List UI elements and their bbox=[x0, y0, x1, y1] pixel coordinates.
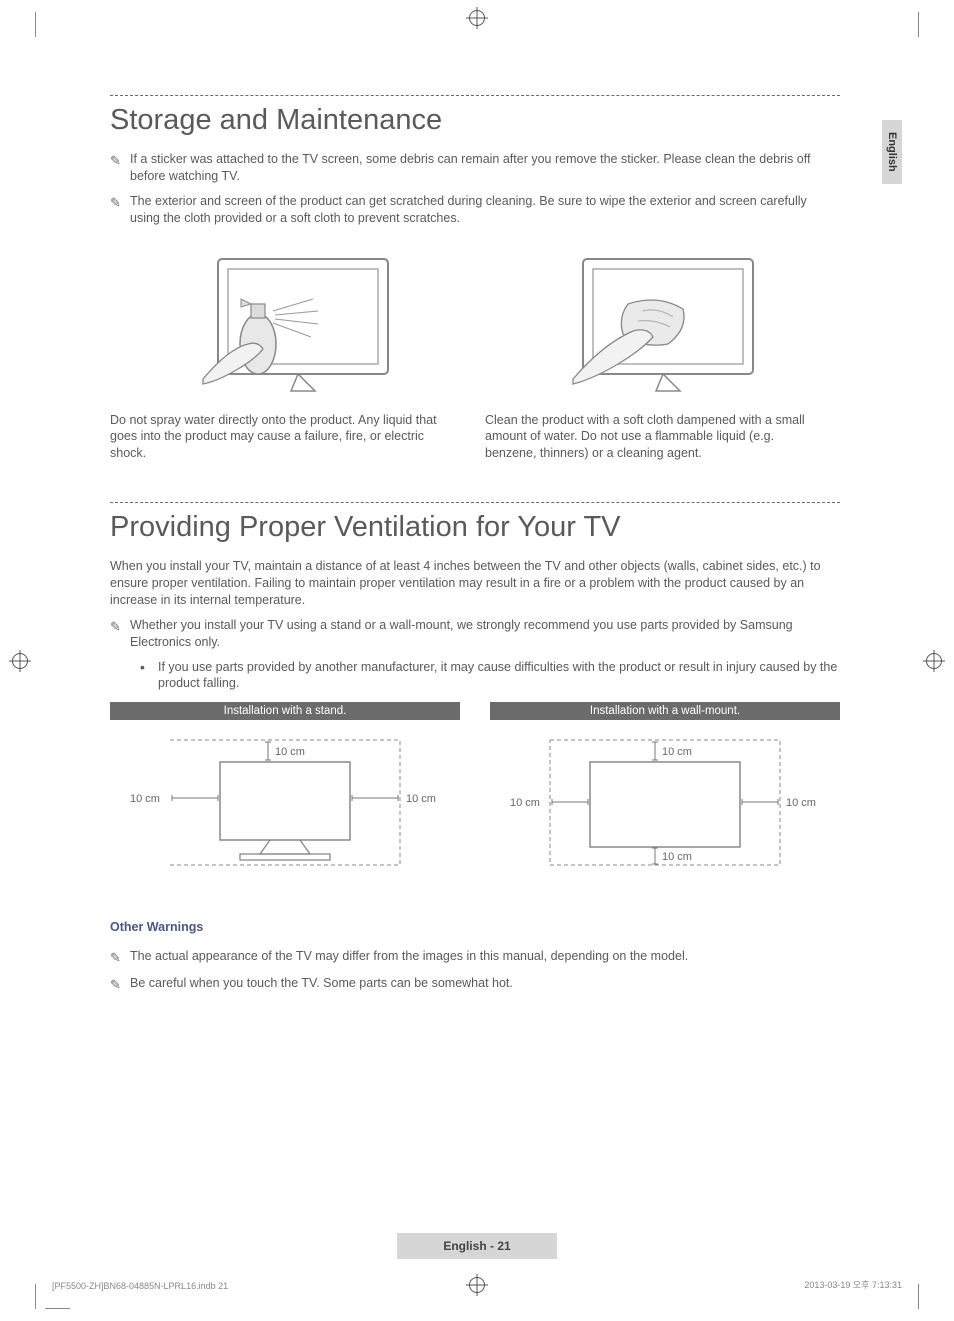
section-title-storage: Storage and Maintenance bbox=[110, 104, 840, 137]
section-divider bbox=[110, 95, 840, 96]
note-text: If a sticker was attached to the TV scre… bbox=[130, 151, 840, 185]
note-icon: ✎ bbox=[110, 151, 130, 185]
install-wall-header: Installation with a wall-mount. bbox=[490, 702, 840, 720]
svg-text:10 cm: 10 cm bbox=[662, 746, 692, 758]
note-item: ✎ Whether you install your TV using a st… bbox=[110, 617, 840, 651]
installation-row: Installation with a stand. 10 cm bbox=[110, 702, 840, 880]
install-stand: Installation with a stand. 10 cm bbox=[110, 702, 460, 880]
install-wall: Installation with a wall-mount. 10 cm 10… bbox=[490, 702, 840, 880]
crop-mark bbox=[879, 12, 919, 52]
svg-text:10 cm: 10 cm bbox=[510, 797, 540, 809]
print-meta-file: [PF5500-ZH]BN68-04885N-LPRL16.indb 21 bbox=[52, 1281, 228, 1291]
install-stand-diagram: 10 cm 10 cm 10 cm bbox=[110, 720, 460, 880]
svg-text:10 cm: 10 cm bbox=[786, 797, 816, 809]
caption-row: Do not spray water directly onto the pro… bbox=[110, 412, 840, 463]
registration-mark-right bbox=[926, 653, 942, 669]
install-stand-header: Installation with a stand. bbox=[110, 702, 460, 720]
illustration-spray bbox=[123, 249, 463, 404]
language-tab: English bbox=[882, 120, 902, 184]
note-icon: ✎ bbox=[110, 193, 130, 227]
section-title-ventilation: Providing Proper Ventilation for Your TV bbox=[110, 511, 840, 544]
crop-mark bbox=[35, 12, 75, 52]
caption-spray: Do not spray water directly onto the pro… bbox=[110, 412, 475, 463]
ventilation-intro: When you install your TV, maintain a dis… bbox=[110, 558, 840, 609]
section-divider bbox=[110, 502, 840, 503]
tv-spray-svg bbox=[183, 249, 403, 404]
registration-mark-bottom bbox=[469, 1277, 485, 1293]
print-meta-timestamp: 2013-03-19 오후 7:13:31 bbox=[804, 1278, 902, 1291]
illustration-cloth bbox=[488, 249, 828, 404]
caption-cloth: Clean the product with a soft cloth damp… bbox=[475, 412, 840, 463]
other-warnings-heading: Other Warnings bbox=[110, 920, 840, 934]
note-item: ✎ The actual appearance of the TV may di… bbox=[110, 948, 840, 967]
page-body: Storage and Maintenance ✎ If a sticker w… bbox=[110, 95, 840, 1001]
note-text: Be careful when you touch the TV. Some p… bbox=[130, 975, 840, 994]
registration-mark-left bbox=[12, 653, 28, 669]
note-icon: ✎ bbox=[110, 948, 130, 967]
note-text: The exterior and screen of the product c… bbox=[130, 193, 840, 227]
note-icon: ✎ bbox=[110, 975, 130, 994]
registration-mark-top bbox=[469, 10, 485, 26]
svg-text:10 cm: 10 cm bbox=[662, 851, 692, 863]
note-item: ✎ The exterior and screen of the product… bbox=[110, 193, 840, 227]
note-text: The actual appearance of the TV may diff… bbox=[130, 948, 840, 967]
note-item: ✎ If a sticker was attached to the TV sc… bbox=[110, 151, 840, 185]
bullet-item: • If you use parts provided by another m… bbox=[110, 659, 840, 693]
bullet-dot: • bbox=[140, 659, 158, 693]
svg-text:10 cm: 10 cm bbox=[130, 793, 160, 805]
svg-text:10 cm: 10 cm bbox=[406, 793, 436, 805]
page-footer: English - 21 bbox=[397, 1233, 557, 1259]
tv-cloth-svg bbox=[548, 249, 768, 404]
note-text: Whether you install your TV using a stan… bbox=[130, 617, 840, 651]
svg-text:10 cm: 10 cm bbox=[275, 746, 305, 758]
note-icon: ✎ bbox=[110, 617, 130, 651]
install-wall-diagram: 10 cm 10 cm 10 cm 10 cm bbox=[490, 720, 840, 880]
note-item: ✎ Be careful when you touch the TV. Some… bbox=[110, 975, 840, 994]
illustration-row bbox=[110, 249, 840, 404]
bullet-text: If you use parts provided by another man… bbox=[158, 659, 840, 693]
